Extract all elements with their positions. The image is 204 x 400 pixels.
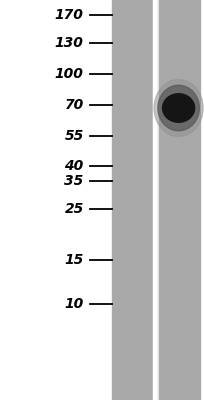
Text: 100: 100 [55,67,84,81]
Text: 55: 55 [64,129,84,143]
Ellipse shape [163,94,195,122]
Text: 35: 35 [64,174,84,188]
Text: 70: 70 [64,98,84,112]
Ellipse shape [154,80,203,136]
Text: 40: 40 [64,159,84,173]
Bar [158,0,200,400]
Text: 10: 10 [64,297,84,311]
Ellipse shape [158,85,199,131]
Bar [112,0,154,400]
Text: 170: 170 [55,8,84,22]
Text: 25: 25 [64,202,84,216]
Text: 15: 15 [64,253,84,267]
Text: 130: 130 [55,36,84,50]
